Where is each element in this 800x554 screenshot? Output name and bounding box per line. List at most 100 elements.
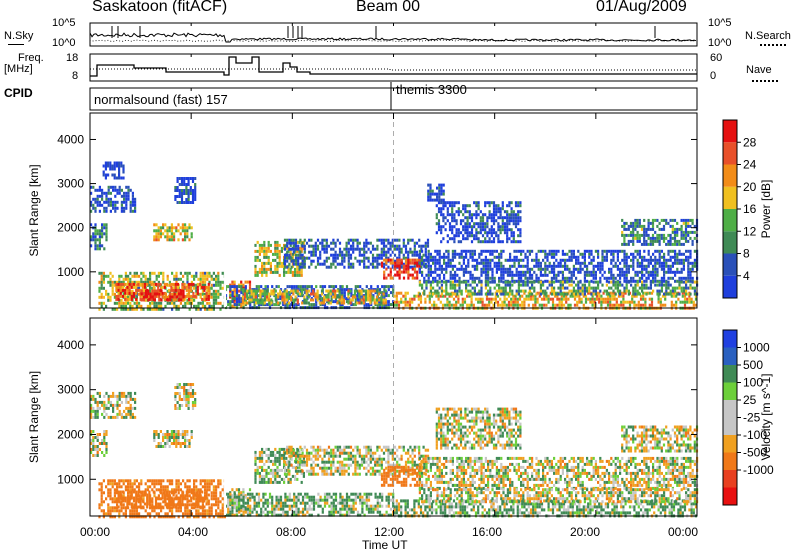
panel-1-ytick-label-0: 1000 — [57, 472, 84, 486]
panel-0-region-10 — [241, 289, 387, 305]
panel-0-ytick-label-2: 3000 — [57, 177, 84, 191]
velocity-colorbar-swatch-3 — [723, 435, 737, 453]
velocity-colorbar-label-7: -1000 — [743, 463, 774, 477]
panel-1-region-9 — [283, 445, 430, 476]
velocity-colorbar-swatch-8 — [723, 347, 737, 365]
velocity-colorbar-swatch-9 — [723, 330, 737, 348]
power-colorbar-label-4: 20 — [743, 180, 757, 194]
power-colorbar-swatch-2 — [723, 231, 737, 254]
panel-0-region-19 — [427, 183, 445, 202]
power-colorbar-title: Power [dB] — [759, 180, 773, 239]
nave-tick-top: 60 — [710, 52, 723, 64]
panel-1-region-14 — [435, 407, 522, 450]
panel-0-ytick-label-3: 4000 — [57, 132, 84, 146]
cpid-segment-1: normalsound (fast) 157 — [94, 92, 228, 107]
panel-1-region-10 — [380, 465, 421, 487]
panel-0-region-12 — [283, 238, 430, 269]
nave-tick-bottom: 0 — [710, 70, 717, 82]
power-colorbar-swatch-7 — [723, 120, 737, 143]
power-colorbar-swatch-0 — [723, 275, 737, 298]
velocity-colorbar-label-4: -25 — [743, 411, 761, 425]
freq-label-line1: Freq. — [18, 52, 44, 64]
x-axis-label: Time UT — [362, 538, 408, 552]
power-colorbar-swatch-1 — [723, 253, 737, 276]
velocity-colorbar-swatch-7 — [723, 365, 737, 383]
velocity-colorbar-label-5: -100 — [743, 428, 767, 442]
cpid-label: CPID — [4, 86, 33, 100]
date-label: 01/Aug/2009 — [596, 0, 687, 15]
panel-0-region-13 — [380, 258, 421, 280]
panel-1-region-2 — [174, 383, 197, 410]
freq-tick-bottom: 8 — [72, 70, 79, 82]
noise-right-legend-line — [760, 44, 786, 46]
panel-1-region-1 — [90, 391, 137, 419]
panel-0-region-4 — [153, 223, 193, 242]
velocity-colorbar-label-0: 1000 — [743, 341, 770, 355]
beam-label: Beam 00 — [356, 0, 421, 15]
x-tick-0: 00:00 — [80, 525, 111, 539]
nave-legend-line — [752, 80, 778, 82]
velocity-colorbar-label-2: 100 — [743, 376, 763, 390]
x-tick-4: 16:00 — [472, 525, 503, 539]
velocity-colorbar-swatch-6 — [723, 382, 737, 400]
panel-1-gap — [224, 319, 227, 515]
panel-1-region-3 — [153, 430, 193, 448]
noise-right-tick-bottom: 10^0 — [708, 37, 732, 49]
power-colorbar-label-3: 16 — [743, 202, 757, 216]
nave-label: Nave — [746, 64, 772, 76]
panel-0-region-2 — [102, 161, 125, 180]
velocity-colorbar-label-1: 500 — [743, 358, 763, 372]
power-colorbar-swatch-3 — [723, 209, 737, 232]
panel-0-region-16 — [418, 280, 699, 296]
power-colorbar-swatch-4 — [723, 186, 737, 209]
panel-1-region-5 — [115, 490, 210, 509]
power-colorbar-label-2: 12 — [743, 224, 757, 238]
freq-label-line2: [MHz] — [4, 63, 33, 75]
panel-1-region-12 — [418, 456, 699, 490]
noise-right-label: N.Search — [745, 30, 791, 42]
noise-right-tick-top: 10^5 — [708, 17, 732, 29]
panel-1-ytick-label-1: 2000 — [57, 427, 84, 441]
velocity-colorbar-title: Velocity [m s^-1] — [759, 374, 773, 461]
panel-0-region-3 — [174, 177, 197, 204]
panel-0-region-7 — [140, 289, 185, 302]
x-tick-6: 00:00 — [668, 525, 699, 539]
station-title: Saskatoon (fitACF) — [92, 0, 228, 15]
panel-0-region-17 — [435, 201, 522, 244]
noise-left-tick-bottom: 10^0 — [52, 37, 76, 49]
velocity-colorbar-label-6: -500 — [743, 446, 767, 460]
panel-0-gap — [224, 114, 227, 307]
panel-0-ytick-label-0: 1000 — [57, 265, 84, 279]
power-colorbar-swatch-5 — [723, 164, 737, 187]
cpid-segment-2: themis 3300 — [396, 82, 467, 97]
panel-0-region-1 — [90, 185, 137, 213]
x-tick-3: 12:00 — [374, 525, 405, 539]
power-colorbar-swatch-6 — [723, 142, 737, 165]
panel-1-ytick-label-3: 4000 — [57, 338, 84, 352]
panel-1-region-13 — [418, 488, 699, 504]
noise-left-tick-top: 10^5 — [52, 17, 76, 29]
noise-left-legend-line — [8, 44, 24, 45]
power-colorbar-label-1: 8 — [743, 247, 750, 261]
velocity-colorbar-swatch-5 — [723, 400, 737, 418]
panel-1-ytick-label-2: 3000 — [57, 383, 84, 397]
velocity-colorbar-swatch-0 — [723, 487, 737, 505]
cpid-panel-frame — [89, 87, 698, 111]
velocity-colorbar-swatch-1 — [723, 470, 737, 488]
x-tick-2: 08:00 — [276, 525, 307, 539]
freq-panel-frame — [89, 53, 698, 82]
panel-0-ylabel: Slant Range [km] — [27, 164, 41, 256]
noise-sky-trace — [89, 32, 697, 43]
panel-1-ylabel: Slant Range [km] — [27, 371, 41, 463]
x-tick-5: 20:00 — [570, 525, 601, 539]
power-colorbar-label-0: 4 — [743, 269, 750, 283]
velocity-colorbar-swatch-2 — [723, 452, 737, 470]
nave-trace — [90, 68, 697, 71]
freq-tick-top: 18 — [66, 52, 79, 64]
noise-left-label: N.Sky — [4, 30, 34, 42]
velocity-colorbar-label-3: 25 — [743, 393, 757, 407]
power-colorbar-label-6: 28 — [743, 135, 757, 149]
panel-1-region-15 — [621, 425, 699, 453]
velocity-colorbar-swatch-4 — [723, 417, 737, 435]
